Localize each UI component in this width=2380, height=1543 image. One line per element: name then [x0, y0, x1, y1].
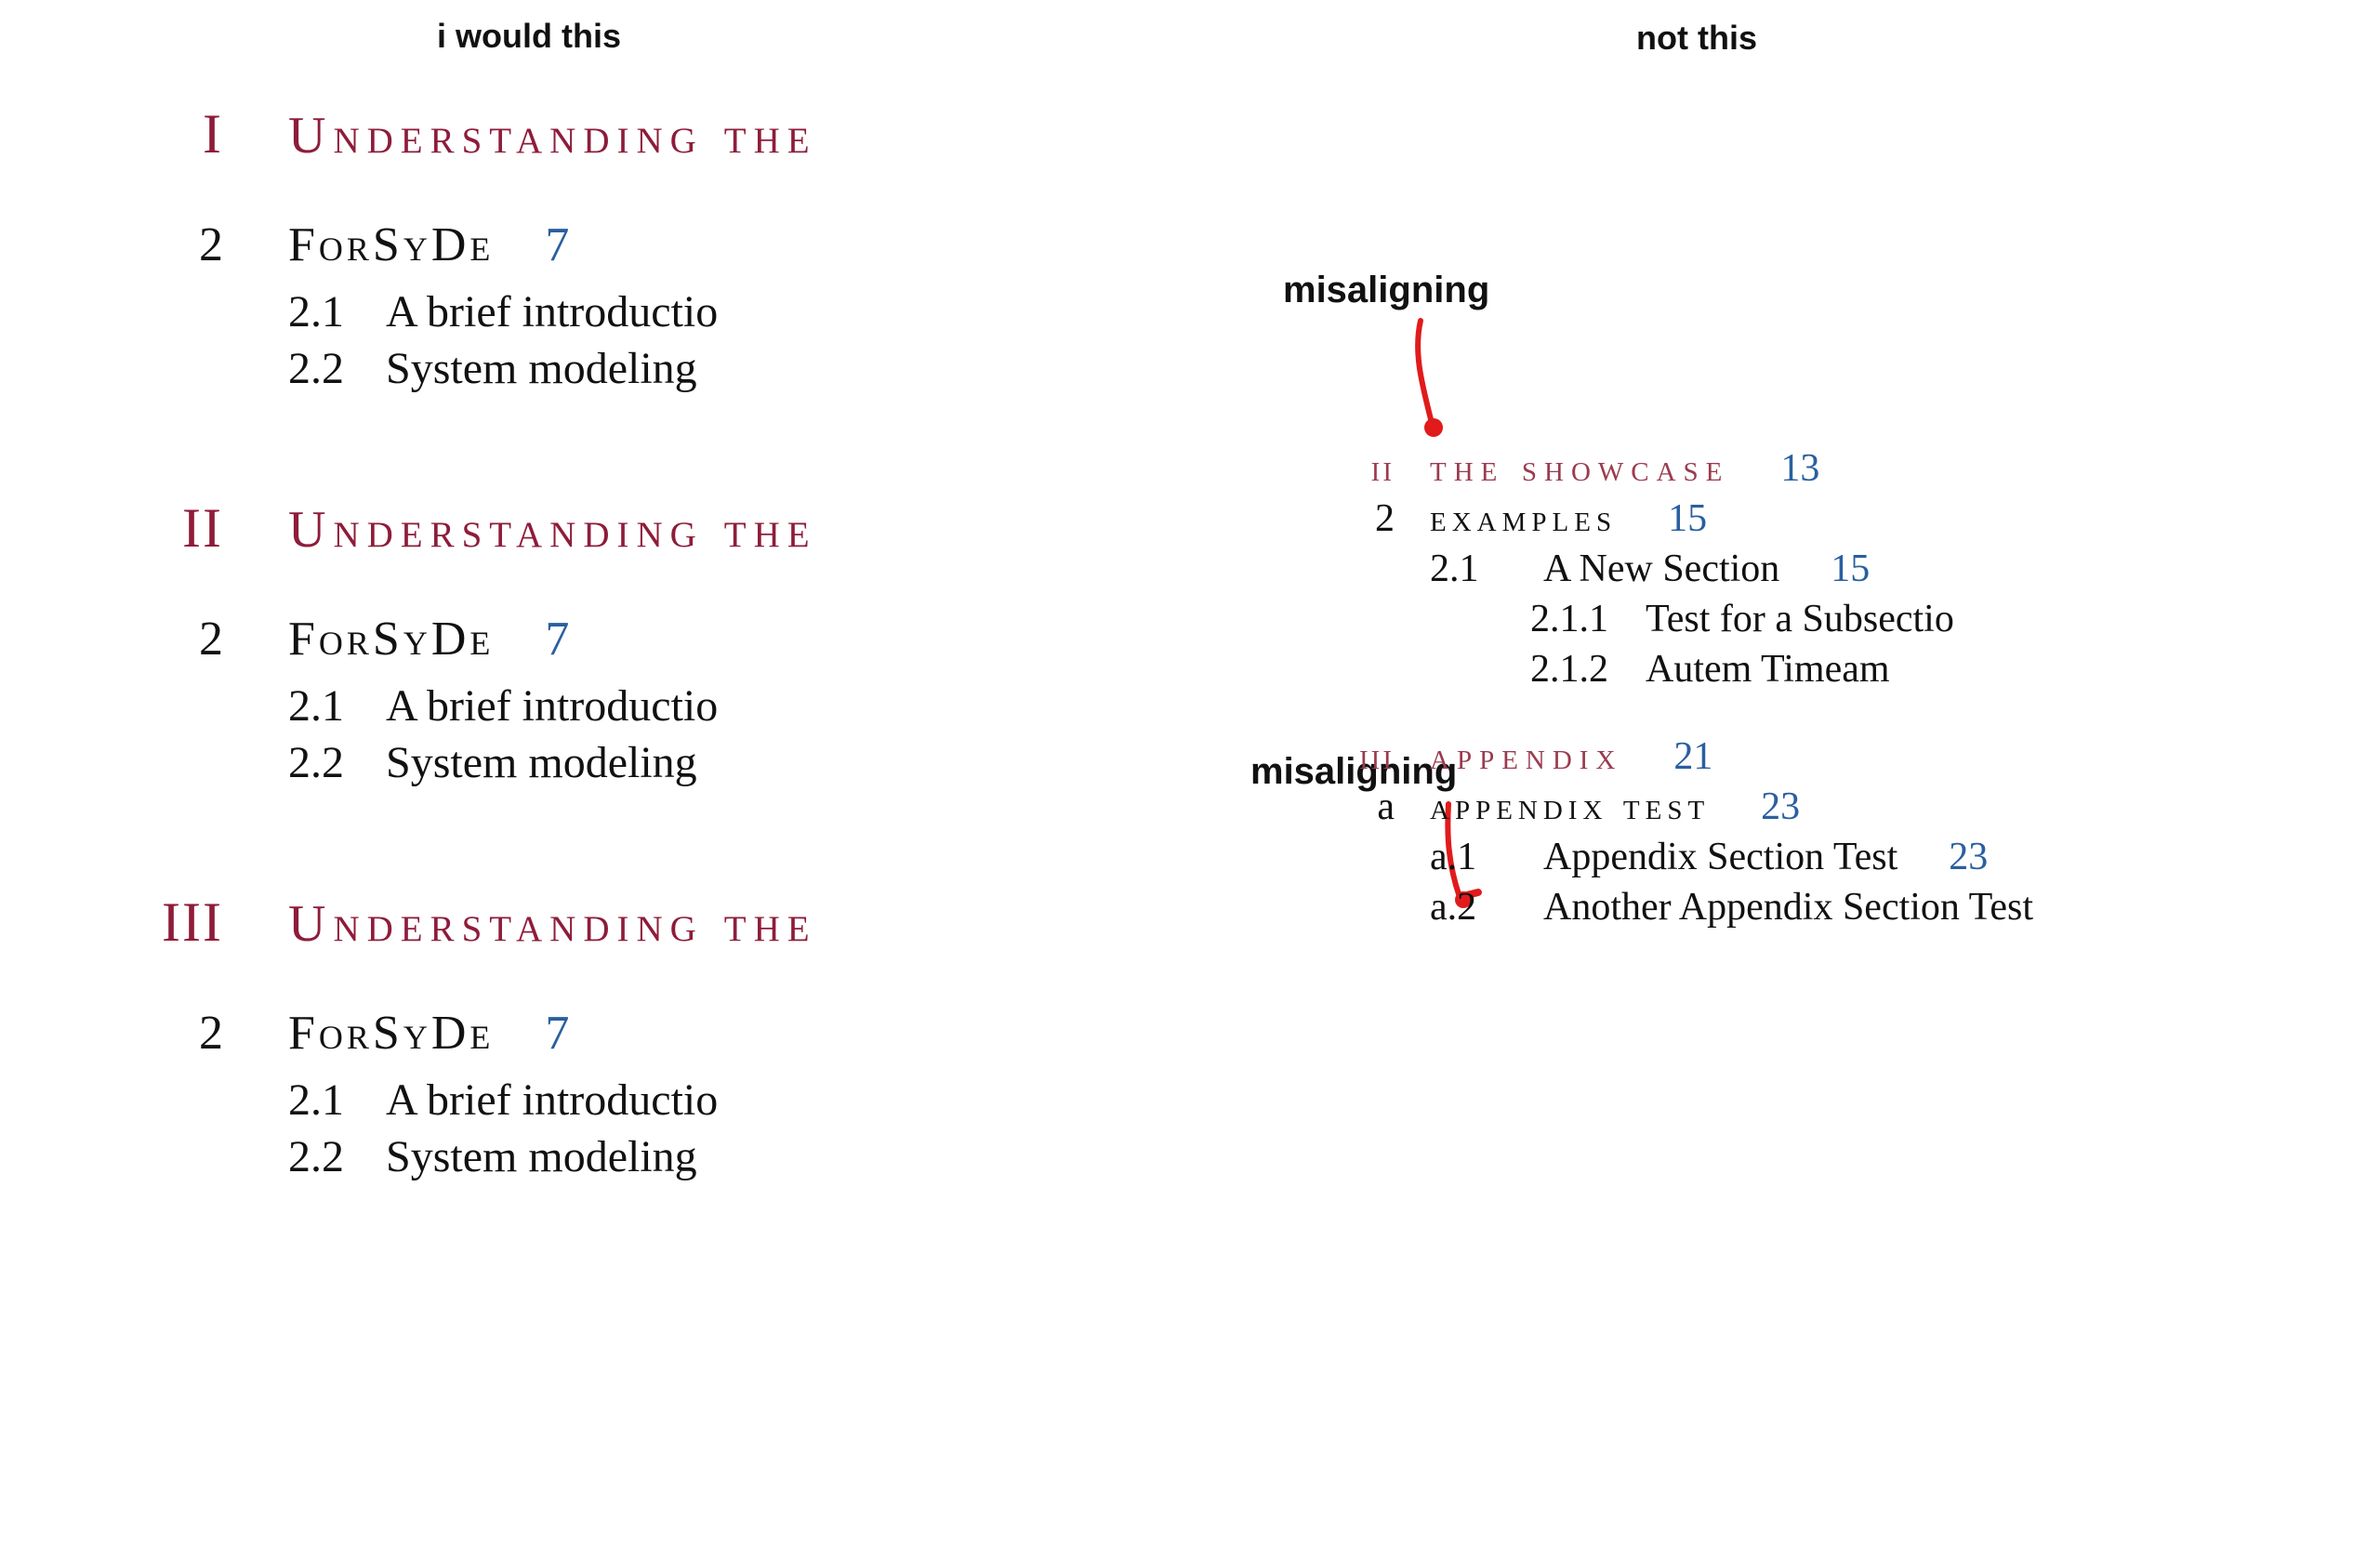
section-number: a.1 — [1320, 835, 1506, 879]
subsection-number: 2.1.2 — [1320, 647, 1608, 692]
right-column: ii the showcase 13 2 examples 15 2.1 A N… — [1320, 446, 2361, 935]
chapter-row: 2 ForSyDe 7 — [130, 612, 1060, 666]
page-number: 21 — [1673, 734, 1712, 779]
toc-block-2: II Understanding the 2 ForSyDe 7 2.1 A b… — [130, 496, 1060, 788]
right-part-row: iii appendix 21 — [1320, 734, 2361, 779]
part-number: I — [130, 102, 223, 166]
part-title: Understanding the — [288, 500, 817, 560]
section-number: 2.1 — [130, 286, 344, 337]
part-number: III — [130, 890, 223, 955]
chapter-row: 2 ForSyDe 7 — [130, 218, 1060, 272]
part-row: III Understanding the — [130, 890, 1060, 955]
section-number: 2.2 — [130, 343, 344, 394]
right-section-row: 2.1 A New Section 15 — [1320, 547, 2361, 591]
section-number: 2.2 — [130, 1131, 344, 1182]
chapter-page: 7 — [545, 1006, 569, 1061]
right-chapter-row: a appendix test 23 — [1320, 785, 2361, 829]
subsection-title: Autem Timeam — [1646, 647, 1890, 692]
chapter-row: 2 ForSyDe 7 — [130, 1006, 1060, 1061]
part-row: I Understanding the — [130, 102, 1060, 166]
part-number: II — [130, 496, 223, 560]
section-row: 2.1 A brief introductio — [130, 680, 1060, 732]
spacer — [1320, 697, 2361, 734]
right-subsection-row: 2.1.2 Autem Timeam — [1320, 647, 2361, 692]
chapter-number: 2 — [130, 612, 223, 666]
left-column: I Understanding the 2 ForSyDe 7 2.1 A br… — [130, 102, 1060, 1285]
section-row: 2.1 A brief introductio — [130, 286, 1060, 337]
section-row: 2.1 A brief introductio — [130, 1075, 1060, 1126]
section-title: System modeling — [386, 737, 697, 788]
toc-block-3: III Understanding the 2 ForSyDe 7 2.1 A … — [130, 890, 1060, 1182]
part-number: iii — [1320, 734, 1395, 779]
part-title: the showcase — [1430, 446, 1729, 491]
page-number: 15 — [1668, 496, 1707, 541]
section-number: 2.1 — [1320, 547, 1506, 591]
section-title: A brief introductio — [386, 1075, 718, 1126]
part-title: Understanding the — [288, 106, 817, 165]
part-title: appendix — [1430, 734, 1622, 779]
page-number: 23 — [1949, 835, 1988, 879]
part-title: Understanding the — [288, 894, 817, 954]
section-number: 2.1 — [130, 1075, 344, 1126]
toc-block-1: I Understanding the 2 ForSyDe 7 2.1 A br… — [130, 102, 1060, 394]
chapter-number: 2 — [130, 218, 223, 272]
section-title: Appendix Section Test — [1543, 835, 1897, 879]
chapter-title: ForSyDe — [288, 218, 494, 272]
page-number: 23 — [1761, 785, 1800, 829]
chapter-title: ForSyDe — [288, 612, 494, 666]
right-chapter-row: 2 examples 15 — [1320, 496, 2361, 541]
chapter-title: appendix test — [1430, 785, 1710, 829]
section-title: A brief introductio — [386, 286, 718, 337]
section-number: 2.2 — [130, 737, 344, 788]
section-number: a.2 — [1320, 885, 1506, 930]
header-right-label: not this — [1636, 19, 1757, 58]
right-section-row: a.2 Another Appendix Section Test — [1320, 885, 2361, 930]
chapter-number: 2 — [130, 1006, 223, 1061]
header-left-label: i would this — [437, 17, 621, 56]
page: i would this not this I Understanding th… — [0, 0, 2380, 1543]
section-row: 2.2 System modeling — [130, 343, 1060, 394]
part-row: II Understanding the — [130, 496, 1060, 560]
chapter-number: 2 — [1320, 496, 1395, 541]
chapter-number: a — [1320, 785, 1395, 829]
chapter-page: 7 — [545, 218, 569, 272]
chapter-page: 7 — [545, 612, 569, 666]
section-title: A New Section — [1543, 547, 1779, 591]
right-section-row: a.1 Appendix Section Test 23 — [1320, 835, 2361, 879]
right-subsection-row: 2.1.1 Test for a Subsectio — [1320, 597, 2361, 641]
section-title: A brief introductio — [386, 680, 718, 732]
right-part-row: ii the showcase 13 — [1320, 446, 2361, 491]
section-title: System modeling — [386, 343, 697, 394]
section-title: System modeling — [386, 1131, 697, 1182]
page-number: 15 — [1831, 547, 1870, 591]
subsection-title: Test for a Subsectio — [1646, 597, 1954, 641]
annotation-misaligning-1: misaligning — [1283, 270, 1489, 311]
page-number: 13 — [1780, 446, 1819, 491]
chapter-title: ForSyDe — [288, 1006, 494, 1061]
part-number: ii — [1320, 446, 1395, 491]
arrow-icon — [1395, 316, 1469, 446]
section-row: 2.2 System modeling — [130, 1131, 1060, 1182]
chapter-title: examples — [1430, 496, 1617, 541]
subsection-number: 2.1.1 — [1320, 597, 1608, 641]
section-title: Another Appendix Section Test — [1543, 885, 2033, 930]
section-row: 2.2 System modeling — [130, 737, 1060, 788]
section-number: 2.1 — [130, 680, 344, 732]
